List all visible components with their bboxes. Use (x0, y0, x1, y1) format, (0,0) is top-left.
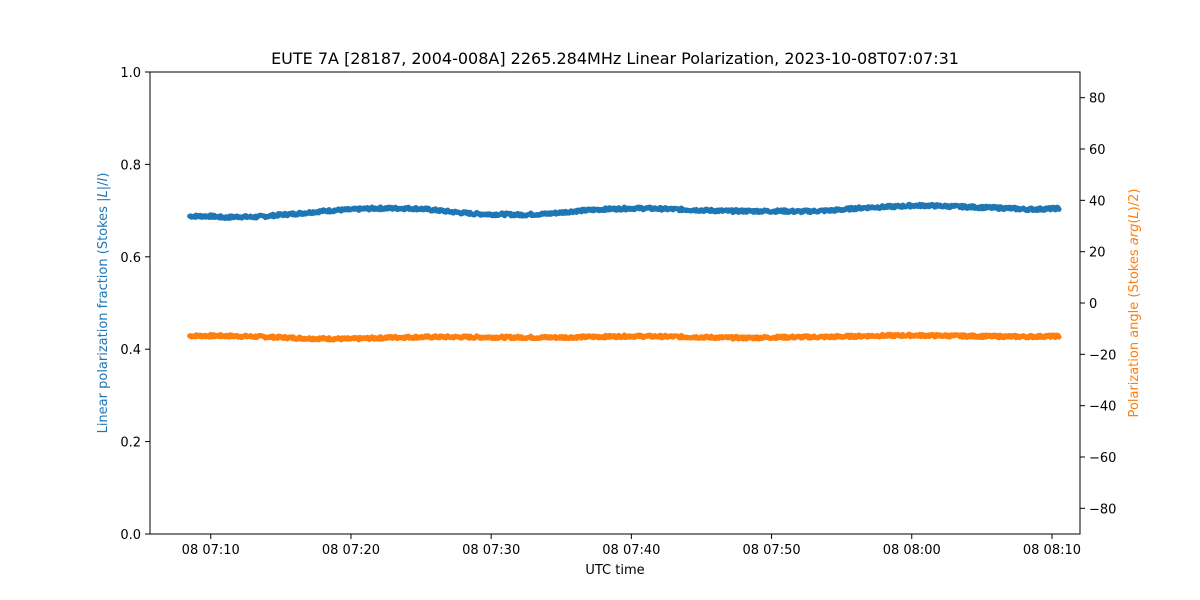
right-y-axis-ticks: −80 −60 −40 −20 0 20 40 60 80 (1080, 92, 1116, 517)
left-y-label-part1: Linear polarization fraction (Stokes | (96, 198, 111, 434)
left-y-label-part2: |/ (96, 181, 111, 190)
right-y-label-part2: ( (1127, 219, 1142, 224)
x-tick-label: 08 07:10 (182, 543, 240, 558)
left-y-axis-label: Linear polarization fraction (Stokes |L|… (96, 173, 111, 434)
x-tick-label: 08 07:40 (602, 543, 660, 558)
left-y-tick-label: 0.0 (120, 528, 141, 543)
left-y-tick-label: 0.2 (120, 436, 141, 451)
right-y-tick-label: −20 (1089, 348, 1116, 363)
left-y-label-part3: ) (96, 173, 111, 178)
chart-title: EUTE 7A [28187, 2004-008A] 2265.284MHz L… (271, 49, 959, 68)
left-y-tick-label: 0.4 (120, 343, 141, 358)
right-y-label-italic1: arg (1127, 224, 1142, 246)
right-y-axis-label: Polarization angle (Stokes arg(L)/2) (1127, 189, 1142, 418)
right-y-label-part1: Polarization angle (Stokes (1127, 245, 1142, 417)
x-tick-label: 08 07:20 (322, 543, 380, 558)
polarization-angle-series (187, 331, 1062, 343)
linear-fraction-series (187, 201, 1062, 222)
x-tick-label: 08 08:10 (1023, 543, 1081, 558)
right-y-tick-label: −40 (1089, 400, 1116, 415)
x-tick-label: 08 07:30 (462, 543, 520, 558)
polarization-angle-point (1056, 334, 1062, 340)
right-y-tick-label: 0 (1089, 297, 1097, 312)
right-y-tick-label: 60 (1089, 143, 1106, 158)
left-y-tick-label: 1.0 (120, 66, 141, 81)
right-y-tick-label: −80 (1089, 502, 1116, 517)
linear-fraction-point (1056, 206, 1062, 212)
left-y-axis-ticks: 0.0 0.2 0.4 0.6 0.8 1.0 (120, 66, 150, 543)
right-y-label-italic2: L (1127, 211, 1142, 218)
left-y-label-italic2: I (96, 178, 111, 182)
x-axis-label: UTC time (585, 563, 644, 578)
right-y-tick-label: 80 (1089, 92, 1106, 107)
x-tick-label: 08 08:00 (883, 543, 941, 558)
left-y-tick-label: 0.6 (120, 251, 141, 266)
left-y-tick-label: 0.8 (120, 158, 141, 173)
x-axis-ticks: 08 07:10 08 07:20 08 07:30 08 07:40 08 07:50… (182, 534, 1081, 558)
right-y-tick-label: −60 (1089, 451, 1116, 466)
right-y-tick-label: 40 (1089, 194, 1106, 209)
right-y-tick-label: 20 (1089, 246, 1106, 261)
x-tick-label: 08 07:50 (742, 543, 800, 558)
right-y-label-part3: )/2) (1127, 189, 1142, 212)
left-y-label-italic1: L (96, 190, 111, 197)
